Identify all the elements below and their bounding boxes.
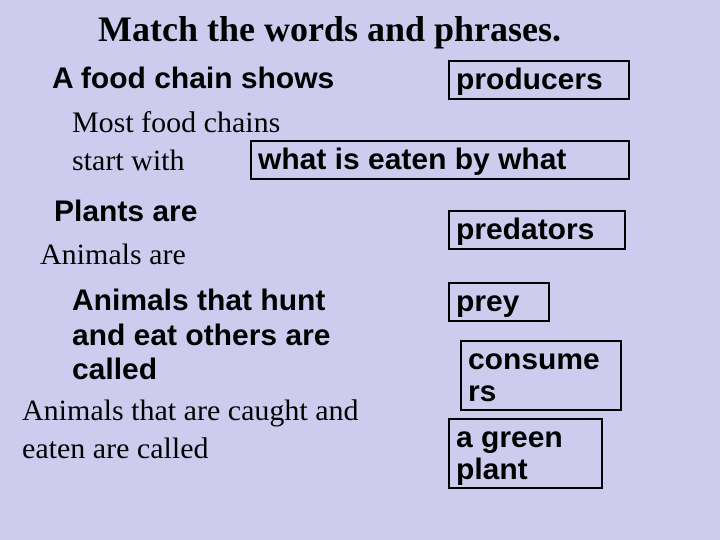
prompt-food-chain-shows: A food chain shows (52, 62, 334, 96)
prompt-animals-are: Animals are (40, 238, 186, 272)
prompt-animals-caught: Animals that are caught andeaten are cal… (22, 392, 359, 467)
answer-producers[interactable]: producers (448, 60, 630, 100)
answer-predators[interactable]: predators (448, 210, 626, 250)
answer-what-is-eaten[interactable]: what is eaten by what (250, 140, 630, 180)
prompt-animals-hunt: Animals that huntand eat others arecalle… (72, 284, 330, 388)
answer-green-plant[interactable]: a greenplant (448, 418, 603, 489)
answer-prey[interactable]: prey (448, 282, 550, 322)
answer-consumers[interactable]: consumers (460, 340, 622, 411)
title: Match the words and phrases. (98, 8, 561, 50)
prompt-plants-are: Plants are (54, 195, 197, 229)
